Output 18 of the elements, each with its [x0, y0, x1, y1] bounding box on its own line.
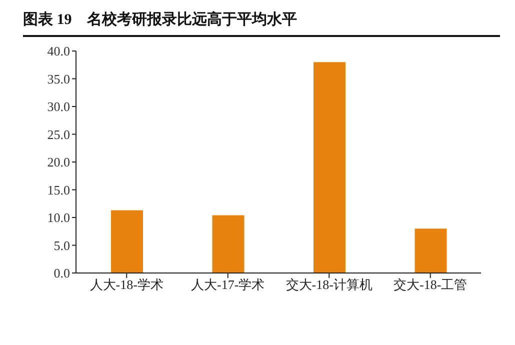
y-tick-label: 25.0: [47, 126, 70, 142]
y-tick-label: 5.0: [54, 238, 70, 253]
y-tick-label: 15.0: [47, 182, 70, 198]
x-tick-label: 交大-18-计算机: [286, 277, 372, 292]
x-tick-label: 人大-17-学术: [191, 277, 265, 292]
bar: [414, 228, 447, 273]
y-tick-label: 40.0: [47, 44, 70, 59]
x-tick-label: 人大-18-学术: [90, 277, 164, 292]
y-tick-label: 20.0: [47, 154, 70, 170]
x-tick-label: 交大-18-工管: [394, 277, 468, 292]
y-tick-label: 0.0: [54, 266, 70, 281]
chart-title: 图表 19 名校考研报录比远高于平均水平: [23, 8, 500, 37]
y-tick-label: 30.0: [47, 99, 70, 114]
bar: [314, 62, 346, 273]
bar: [111, 210, 143, 273]
y-tick-label: 10.0: [47, 210, 70, 226]
y-tick-label: 35.0: [47, 71, 70, 86]
bar: [212, 215, 244, 273]
